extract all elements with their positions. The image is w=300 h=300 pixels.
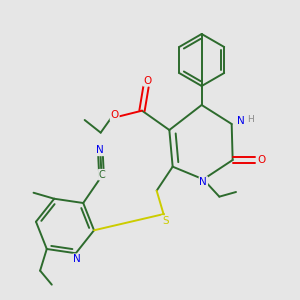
Text: N: N bbox=[237, 116, 245, 126]
Text: S: S bbox=[162, 216, 169, 226]
Text: H: H bbox=[247, 116, 254, 124]
Text: N: N bbox=[73, 254, 81, 264]
Text: O: O bbox=[257, 155, 266, 165]
Text: N: N bbox=[200, 177, 207, 187]
Text: O: O bbox=[143, 76, 152, 86]
Text: O: O bbox=[110, 110, 119, 120]
Text: C: C bbox=[99, 170, 106, 180]
Text: N: N bbox=[96, 145, 104, 155]
